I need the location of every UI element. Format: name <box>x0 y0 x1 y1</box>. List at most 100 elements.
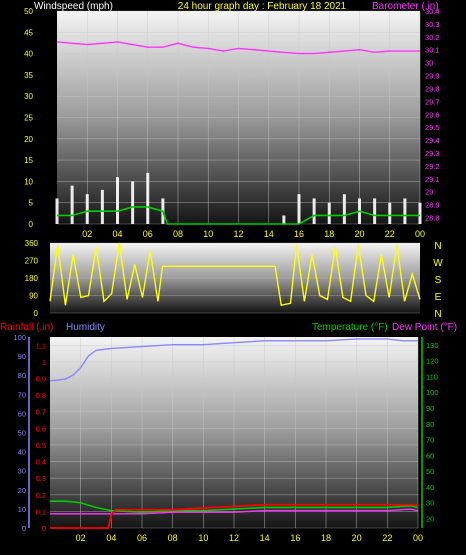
wind-tick-label: 35 <box>24 71 33 80</box>
humidity-tick-label: 10 <box>18 505 26 514</box>
direction-tick-label: 90 <box>29 292 38 301</box>
barometer-tick-label: 29.2 <box>425 162 440 171</box>
windspeed-bar <box>55 198 59 224</box>
windspeed-bar <box>342 194 346 224</box>
wind-tick-label: 30 <box>24 92 33 101</box>
windspeed-bar <box>403 198 407 224</box>
x-tick-label: 08 <box>173 229 183 239</box>
x-tick-label: 22 <box>385 229 395 239</box>
compass-label: N <box>434 309 441 320</box>
rainfall-line <box>50 503 418 529</box>
barometer-tick-label: 29.8 <box>425 84 440 93</box>
wind-axis-label: Windspeed (mph) <box>34 1 113 12</box>
windspeed-bar <box>100 189 104 224</box>
humidity-axis-label: Humidity <box>66 322 105 333</box>
rainfall-tick-label: 0.5 <box>36 441 46 450</box>
x-tick-label: 12 <box>229 533 239 543</box>
temperature-tick-label: 100 <box>426 388 439 397</box>
barometer-tick-label: 29.7 <box>425 97 440 106</box>
dew-point-line <box>50 508 419 515</box>
wind-barometer-panel: 0 5 10 15 20 25 30 35 40 45 50 28.8 28.9 29 29.1 29.2 29… <box>24 7 440 239</box>
barometer-tick-label: 28.9 <box>425 201 440 210</box>
x-tick-label: 10 <box>203 229 213 239</box>
x-tick-label: 14 <box>260 533 270 543</box>
x-tick-label: 14 <box>264 229 274 239</box>
rainfall-tick-label: 1 <box>42 358 46 367</box>
humidity-tick-label: 80 <box>18 371 26 380</box>
wind-tick-label: 10 <box>24 177 33 186</box>
windspeed-bar <box>312 198 316 224</box>
barometer-tick-label: 29 <box>425 188 433 197</box>
x-tick-label: 02 <box>82 229 92 239</box>
x-tick-label: 22 <box>382 533 392 543</box>
humidity-tick-label: 20 <box>18 486 26 495</box>
barometer-axis-label: Barometer (.in) <box>372 1 439 12</box>
rainfall-tick-label: 0.9 <box>36 375 46 384</box>
barometer-tick-label: 29.4 <box>425 136 440 145</box>
x-tick-label: 06 <box>143 229 153 239</box>
temperature-tick-label: 90 <box>426 404 434 413</box>
x-tick-label: 02 <box>76 533 86 543</box>
barometer-tick-label: 29.1 <box>425 175 440 184</box>
temperature-tick-label: 110 <box>426 372 438 381</box>
windspeed-bar <box>297 194 301 224</box>
barometer-line <box>56 41 420 55</box>
rainfall-tick-label: 0.1 <box>36 507 46 516</box>
windspeed-bar <box>282 215 286 224</box>
temperature-tick-label: 70 <box>426 436 434 445</box>
temperature-line <box>50 500 419 514</box>
windspeed-bar <box>146 172 150 224</box>
temperature-tick-label: 60 <box>426 451 434 460</box>
wind-average-line <box>57 206 420 225</box>
barometer-tick-label: 30.4 <box>425 7 440 16</box>
x-tick-label: 10 <box>198 533 208 543</box>
windspeed-bar <box>418 202 422 224</box>
rainfall-tick-label: 0.6 <box>36 424 46 433</box>
x-tick-label: 12 <box>233 229 243 239</box>
x-tick-label: 18 <box>321 533 331 543</box>
wind-tick-label: 15 <box>24 156 33 165</box>
temperature-tick-label: 80 <box>426 420 434 429</box>
wind-tick-label: 20 <box>24 135 33 144</box>
wind-tick-label: 5 <box>29 199 34 208</box>
windspeed-bar <box>116 177 119 224</box>
windspeed-bar <box>388 202 392 224</box>
direction-tick-label: 360 <box>25 239 39 248</box>
humidity-tick-label: 0 <box>22 524 26 533</box>
wind-tick-label: 0 <box>29 220 34 229</box>
windspeed-bar <box>85 194 89 224</box>
compass-label: N <box>434 241 441 252</box>
windspeed-bar <box>131 181 135 224</box>
wind-tick-label: 25 <box>24 114 33 123</box>
temperature-tick-label: 120 <box>426 357 439 366</box>
temperature-tick-label: 40 <box>426 483 434 492</box>
direction-tick-label: 270 <box>25 257 39 266</box>
wind-direction-line <box>49 242 421 307</box>
wind-tick-label: 50 <box>24 7 33 16</box>
temperature-tick-label: 20 <box>426 515 434 524</box>
compass-label: W <box>433 258 443 269</box>
x-tick-label: 20 <box>352 533 362 543</box>
humidity-tick-label: 60 <box>18 409 26 418</box>
windspeed-bar <box>373 198 377 224</box>
dew-point-axis-label: Dew Point (°F) <box>392 322 457 333</box>
humidity-tick-label: 30 <box>18 467 26 476</box>
wind-tick-label: 45 <box>24 28 33 37</box>
humidity-tick-label: 90 <box>18 352 26 361</box>
barometer-tick-label: 30.1 <box>425 46 440 55</box>
rainfall-tick-label: 0.3 <box>36 474 46 483</box>
x-tick-label: 04 <box>112 229 122 239</box>
humidity-line <box>49 338 418 382</box>
rainfall-tick-label: 0.7 <box>36 408 46 417</box>
rain-humidity-temp-panel: 010203040506070809010000.10.20.30.40.50.… <box>13 333 438 543</box>
barometer-tick-label: 29.3 <box>425 149 440 158</box>
wind-tick-label: 40 <box>24 50 33 59</box>
direction-tick-label: 180 <box>25 274 39 283</box>
temperature-tick-label: 50 <box>426 467 434 476</box>
x-tick-label: 00 <box>413 533 423 543</box>
x-tick-label: 00 <box>415 229 425 239</box>
chart-title: 24 hour graph day : February 18 2021 <box>178 1 347 12</box>
x-tick-label: 08 <box>168 533 178 543</box>
humidity-tick-label: 100 <box>13 333 26 342</box>
